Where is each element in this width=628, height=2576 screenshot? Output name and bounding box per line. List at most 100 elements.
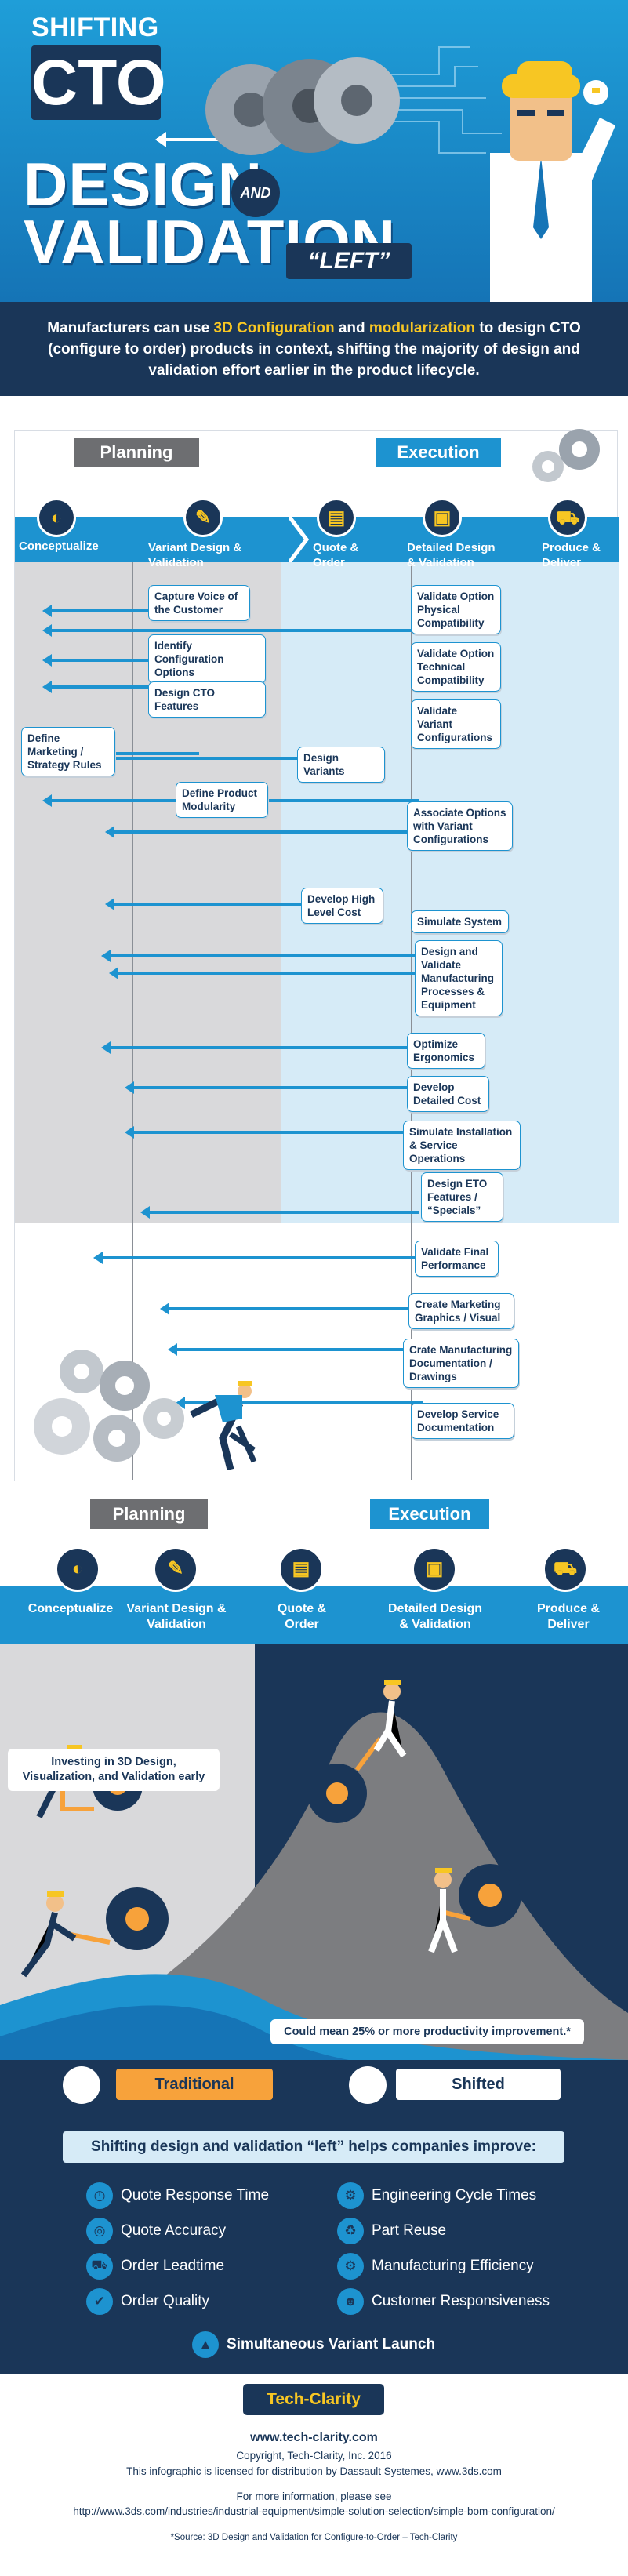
step2-variant-design: Variant Design & Validation <box>126 1602 227 1631</box>
improve-part-reuse: ♻ Part Reuse <box>337 2218 446 2244</box>
legend-traditional: Traditional <box>116 2069 273 2100</box>
task-develop-high-level-cost: Develop High Level Cost <box>301 888 383 924</box>
intro-text-1: Manufacturers can use <box>47 320 214 336</box>
task-design-eto: Design ETO Features / “Specials” <box>421 1172 503 1222</box>
detailed-design-icon: ▣ <box>412 1546 457 1592</box>
task-define-marketing-rules: Define Marketing / Strategy Rules <box>21 727 115 776</box>
gears-icon <box>205 57 400 155</box>
customer-icon: ☻ <box>337 2288 364 2315</box>
task-design-validate-mfg: Design and Validate Manufacturing Proces… <box>415 940 503 1016</box>
quote-document-icon: ▤ <box>317 498 356 537</box>
engineer-character <box>490 61 615 302</box>
phase-planning: Planning <box>74 438 199 467</box>
phase-execution-2: Execution <box>370 1499 489 1529</box>
step2-conceptualize: Conceptualize <box>27 1602 114 1615</box>
task-design-variants: Design Variants <box>297 747 385 783</box>
improvements-panel: Shifting design and validation “left” he… <box>0 2108 628 2374</box>
target-icon: ◎ <box>86 2218 113 2244</box>
shifted-avatar <box>349 2066 387 2104</box>
recycle-icon: ♻ <box>337 2218 364 2244</box>
document-pencil-icon: ✎ <box>183 498 223 537</box>
task-design-cto-features: Design CTO Features <box>148 681 266 718</box>
investing-callout: Investing in 3D Design, Visualization, a… <box>8 1749 220 1791</box>
improve-customer-responsiveness: ☻ Customer Responsiveness <box>337 2288 550 2315</box>
arrow <box>42 605 160 617</box>
step2-quote-order: Quote & Order <box>277 1602 327 1631</box>
task-optimize-ergonomics: Optimize Ergonomics <box>407 1033 485 1069</box>
truck-icon: ⛟ <box>548 498 587 537</box>
step2-detailed-design: Detailed Design & Validation <box>387 1602 483 1631</box>
step-band: ◐ Conceptualize ✎ Variant Design & Valid… <box>15 498 619 569</box>
rocket-icon: ▲ <box>192 2331 219 2358</box>
worker-wheel-3 <box>307 1680 407 1823</box>
tech-clarity-logo: Tech-Clarity <box>243 2384 384 2415</box>
task-simulate-system: Simulate System <box>411 910 509 933</box>
footer-link[interactable]: http://www.3ds.com/industries/industrial… <box>73 2505 555 2517</box>
legend-bar: Traditional Shifted <box>0 2060 628 2109</box>
title-left: “LEFT” <box>286 243 412 279</box>
task-define-modularity: Define Product Modularity <box>176 782 268 818</box>
footer-more-info: For more information, please see <box>236 2491 392 2502</box>
task-associate-options: Associate Options with Variant Configura… <box>407 801 513 851</box>
factory-gear-icon: ⚙ <box>337 2253 364 2280</box>
task-validate-physical: Validate Option Physical Compatibility <box>411 585 501 634</box>
gears-icon: ⚙ <box>337 2182 364 2209</box>
intro-highlight-modularization: modularization <box>368 320 476 336</box>
clock-icon: ◴ <box>86 2182 113 2209</box>
step-variant-design: Variant Design & Validation <box>148 541 242 569</box>
pushing-gears-illustration <box>34 1350 257 1471</box>
title-cto: CTO <box>31 45 166 120</box>
improve-variant-launch: ▲ Simultaneous Variant Launch <box>192 2331 435 2358</box>
checkmark-icon: ✔ <box>86 2288 113 2315</box>
task-manufacturing-documentation: Crate Manufacturing Documentation / Draw… <box>403 1339 519 1388</box>
step2-produce-deliver: Produce & Deliver <box>536 1602 600 1631</box>
phase-planning-2: Planning <box>90 1499 208 1529</box>
step-quote-order: Quote & Order <box>313 541 359 569</box>
intro-highlight-3d: 3D Configuration <box>213 320 335 336</box>
quote-document-icon: ▤ <box>278 1546 324 1592</box>
footer-copyright: Copyright, Tech-Clarity, Inc. 2016 <box>236 2450 392 2462</box>
step-band-2: ◐ Conceptualize ✎ Variant Design & Valid… <box>0 1546 628 1644</box>
process-timeline: Planning Execution ◐ Conceptualize ✎ Var… <box>14 429 619 1481</box>
gears-icon <box>532 429 600 482</box>
traditional-avatar <box>63 2066 100 2104</box>
phase-execution: Execution <box>376 438 501 467</box>
productivity-callout: Could mean 25% or more productivity impr… <box>270 2019 584 2044</box>
improve-quote-accuracy: ◎ Quote Accuracy <box>86 2218 226 2244</box>
footer-url[interactable]: www.tech-clarity.com <box>250 2431 378 2444</box>
legend-shifted: Shifted <box>396 2069 561 2100</box>
header-art <box>155 46 615 302</box>
title-shifting: SHIFTING <box>31 13 159 42</box>
title-and-badge: AND <box>231 169 280 217</box>
task-validate-technical: Validate Option Technical Compatibility <box>411 642 501 692</box>
footer-license: This infographic is licensed for distrib… <box>126 2465 502 2477</box>
hills-comparison-illustration <box>0 1644 628 2068</box>
detailed-design-icon: ▣ <box>423 498 462 537</box>
task-simulate-installation: Simulate Installation & Service Operatio… <box>403 1121 521 1170</box>
improve-heading: Shifting design and validation “left” he… <box>63 2131 564 2163</box>
document-pencil-icon: ✎ <box>153 1546 198 1592</box>
intro-banner: Manufacturers can use 3D Configuration a… <box>0 302 628 396</box>
step-detailed-design: Detailed Design & Validation <box>407 541 496 569</box>
footer-source: *Source: 3D Design and Validation for Co… <box>170 2533 458 2542</box>
improve-quote-response: ◴ Quote Response Time <box>86 2182 269 2209</box>
truck-icon: ⛟ <box>86 2253 113 2280</box>
title-design: DESIGN <box>24 150 263 219</box>
improve-order-quality: ✔ Order Quality <box>86 2288 209 2315</box>
task-develop-service-documentation: Develop Service Documentation <box>411 1403 514 1439</box>
intro-text-3: to design CTO (configure to order) produ… <box>48 320 581 379</box>
lightbulb-icon: ◐ <box>37 498 76 537</box>
step-conceptualize: Conceptualize <box>19 540 99 553</box>
task-capture-voice: Capture Voice of the Customer <box>148 585 250 621</box>
worker-wheel-4 <box>428 1864 521 1953</box>
task-validate-variant-configs: Validate Variant Configurations <box>411 699 501 749</box>
intro-text-2: and <box>334 320 369 336</box>
task-develop-detailed-cost: Develop Detailed Cost <box>407 1076 489 1112</box>
worker-wheel-2 <box>20 1887 169 1978</box>
step-produce-deliver: Produce & Deliver <box>542 541 601 569</box>
task-create-marketing-graphics: Create Marketing Graphics / Visual <box>408 1293 514 1329</box>
improve-order-leadtime: ⛟ Order Leadtime <box>86 2253 224 2280</box>
truck-icon: ⛟ <box>543 1546 588 1592</box>
header-banner: SHIFTING CTO DESIGN AND VALIDATION “LEFT… <box>0 0 628 302</box>
improve-engineering-cycle: ⚙ Engineering Cycle Times <box>337 2182 536 2209</box>
